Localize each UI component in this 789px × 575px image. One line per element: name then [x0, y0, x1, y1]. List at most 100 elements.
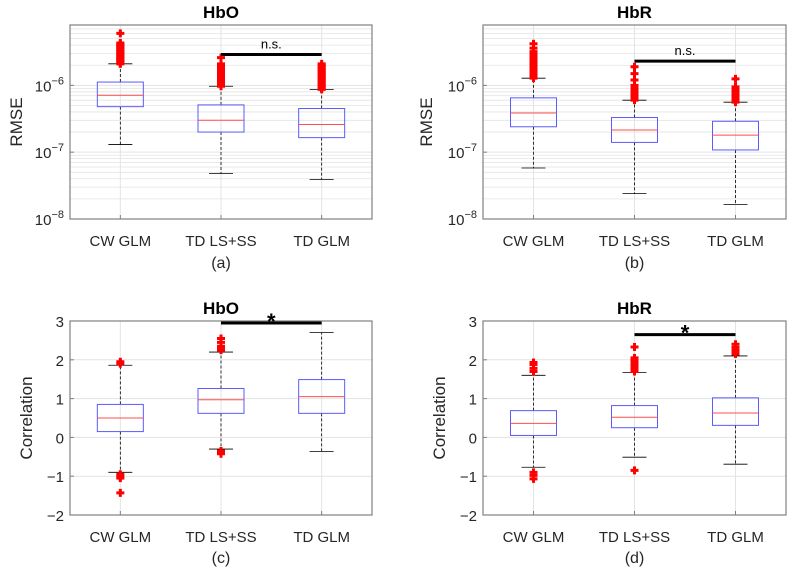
significance-label: n.s. — [675, 43, 696, 58]
iqr-box — [197, 104, 245, 133]
outlier-marker — [116, 357, 125, 366]
y-tick-label: 1 — [56, 392, 64, 409]
panel-caption: (c) — [212, 550, 231, 567]
y-tick-label: −2 — [47, 508, 64, 525]
x-tick-label: TD LS+SS — [185, 233, 256, 250]
y-tick-label: 2 — [56, 353, 64, 370]
y-tick-label: 3 — [469, 314, 477, 331]
x-tick-label: TD GLM — [707, 529, 764, 546]
iqr-box — [510, 97, 557, 128]
outlier-marker — [731, 74, 740, 83]
y-tick-exponent: −7 — [464, 142, 477, 154]
outlier-marker — [116, 474, 125, 483]
iqr-box — [96, 81, 144, 108]
outlier-marker — [529, 47, 538, 56]
y-tick-label: 0 — [56, 430, 64, 447]
y-tick-label: 10−6 — [448, 75, 477, 95]
panel-caption: (b) — [625, 255, 645, 272]
y-tick-label: 10−8 — [448, 209, 477, 229]
outlier-marker — [630, 342, 639, 351]
outlier-marker — [529, 474, 538, 483]
outlier-marker — [630, 466, 639, 475]
y-tick-base: 10 — [448, 78, 465, 95]
box-2 — [298, 59, 346, 180]
x-tick-label: TD LS+SS — [599, 233, 670, 250]
box-2 — [298, 332, 346, 452]
y-tick-label: 1 — [469, 392, 477, 409]
x-tick-label: CW GLM — [89, 233, 151, 250]
x-tick-label: CW GLM — [89, 529, 151, 546]
y-axis-label: Correlation — [17, 376, 36, 459]
box-2 — [712, 340, 759, 465]
iqr-box — [298, 108, 346, 139]
outlier-marker — [217, 449, 225, 458]
y-tick-exponent: −6 — [51, 75, 64, 87]
box-1 — [611, 342, 658, 475]
box-2 — [712, 74, 759, 205]
panel-a: 10−810−710−6CW GLM TD LS+SS TD GLMHbORMSE(… — [7, 3, 373, 272]
box-0 — [96, 357, 144, 497]
y-tick-label: 2 — [469, 353, 477, 370]
y-tick-label: 10−7 — [448, 142, 477, 162]
outlier-marker — [630, 69, 639, 78]
y-tick-base: 10 — [448, 212, 465, 229]
outlier-marker — [317, 59, 326, 68]
chart-title: HbR — [617, 3, 652, 22]
iqr-box — [611, 405, 658, 429]
y-tick-base: 10 — [35, 78, 52, 95]
y-tick-label: 0 — [469, 430, 477, 447]
y-tick-label: 10−8 — [35, 209, 64, 229]
y-axis-label: RMSE — [417, 97, 436, 146]
significance-label: * — [267, 309, 276, 334]
box-0 — [510, 39, 557, 169]
outlier-marker — [116, 488, 125, 497]
x-tick-label: TD GLM — [293, 233, 350, 250]
y-tick-exponent: −8 — [51, 209, 64, 221]
outlier-marker — [217, 334, 225, 343]
significance-label: * — [681, 321, 690, 346]
outlier-marker — [630, 353, 639, 362]
significance-label: n.s. — [261, 36, 282, 51]
panel-caption: (d) — [625, 550, 645, 567]
box-1 — [197, 53, 245, 174]
outlier-marker — [731, 340, 740, 349]
y-tick-exponent: −7 — [51, 142, 64, 154]
x-tick-label: TD LS+SS — [599, 529, 670, 546]
box-0 — [510, 358, 557, 483]
outlier-marker — [116, 39, 125, 48]
x-tick-label: TD GLM — [707, 233, 764, 250]
y-tick-exponent: −8 — [464, 209, 477, 221]
x-tick-label: CW GLM — [503, 233, 565, 250]
y-tick-label: −2 — [460, 508, 477, 525]
y-tick-base: 10 — [448, 145, 465, 162]
panel-c: −2 −1 0 1 2 3 CW GLM TD LS+SS TD GLM HbO Correlati… — [17, 299, 373, 567]
y-tick-label: −1 — [460, 469, 477, 486]
y-tick-label: 3 — [56, 314, 64, 331]
y-tick-label: 10−7 — [35, 142, 64, 162]
panel-d: −2 −1 0 1 2 3 CW GLM TD LS+SS TD GLM HbR Correlati… — [430, 299, 787, 567]
x-tick-label: CW GLM — [503, 529, 565, 546]
outlier-marker — [731, 82, 740, 91]
chart-title: HbR — [617, 299, 652, 318]
y-tick-base: 10 — [35, 212, 52, 229]
panel-caption: (a) — [211, 255, 231, 272]
box-1 — [611, 62, 658, 194]
chart-title: HbO — [203, 299, 239, 318]
y-axis-label: Correlation — [430, 376, 449, 459]
y-tick-exponent: −6 — [464, 75, 477, 87]
iqr-box — [197, 388, 245, 414]
y-axis-label: RMSE — [7, 97, 26, 146]
outlier-marker — [217, 59, 225, 68]
outlier-marker — [529, 358, 538, 367]
outlier-marker — [630, 81, 639, 90]
x-tick-label: TD GLM — [293, 529, 350, 546]
chart-title: HbO — [203, 3, 239, 22]
x-tick-label: TD LS+SS — [185, 529, 256, 546]
y-tick-label: −1 — [47, 469, 64, 486]
outlier-marker — [529, 39, 538, 48]
y-tick-base: 10 — [35, 145, 52, 162]
outlier-marker — [630, 62, 639, 71]
box-1 — [197, 334, 245, 458]
box-0 — [96, 29, 144, 145]
